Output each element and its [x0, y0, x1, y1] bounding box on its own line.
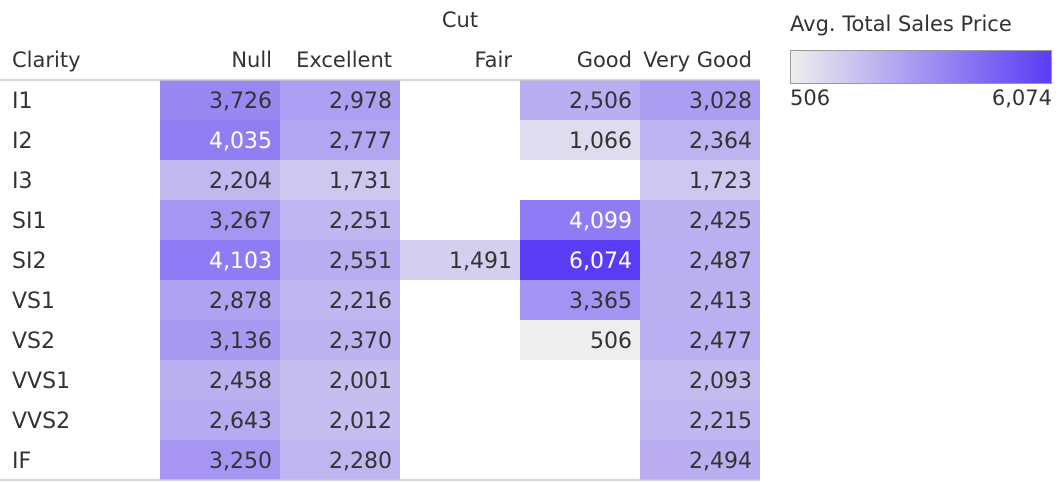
cell-value-label: 2,477 [689, 329, 752, 354]
cell-value-label: 2,978 [329, 89, 392, 114]
cell-value-label: 3,365 [569, 289, 632, 314]
heatmap-cell[interactable] [640, 280, 760, 320]
heatmap-cell[interactable] [640, 80, 760, 120]
cell-value-label: 2,370 [329, 329, 392, 354]
heatmap-cell[interactable] [160, 360, 280, 400]
cell-value-label: 3,267 [209, 209, 272, 234]
row-label: I2 [12, 129, 33, 154]
row-label: I1 [12, 89, 33, 114]
heatmap-cell[interactable] [520, 240, 640, 280]
cell-value-label: 2,777 [329, 129, 392, 154]
row-label: SI2 [12, 249, 46, 274]
heatmap-cell[interactable] [280, 80, 400, 120]
heatmap-cell[interactable] [160, 200, 280, 240]
cell-value-label: 4,099 [569, 209, 632, 234]
cell-value-label: 3,136 [209, 329, 272, 354]
cell-value-label: 2,215 [689, 409, 752, 434]
heatmap-cell[interactable] [280, 160, 400, 200]
cell-value-label: 2,204 [209, 169, 272, 194]
cell-value-label: 2,012 [329, 409, 392, 434]
cell-value-label: 1,731 [329, 169, 392, 194]
heatmap-cell[interactable] [280, 120, 400, 160]
heatmap-cell[interactable] [280, 200, 400, 240]
column-header-very-good: Very Good [643, 48, 752, 72]
heatmap-cell[interactable] [280, 400, 400, 440]
cell-value-label: 4,103 [209, 249, 272, 274]
cell-value-label: 506 [590, 329, 632, 354]
heatmap-cell[interactable] [640, 240, 760, 280]
legend-max-label: 6,074 [991, 86, 1052, 110]
row-header-label: Clarity [12, 48, 81, 72]
cell-value-label: 2,425 [689, 209, 752, 234]
heatmap-cell[interactable] [640, 160, 760, 200]
row-label: I3 [12, 169, 33, 194]
heatmap-cell[interactable] [160, 320, 280, 360]
cell-value-label: 2,458 [209, 369, 272, 394]
row-label: SI1 [12, 209, 46, 234]
cell-value-label: 2,506 [569, 89, 632, 114]
column-header-null: Null [231, 48, 272, 72]
heatmap-cell[interactable] [640, 200, 760, 240]
heatmap-cell[interactable] [160, 440, 280, 480]
cell-value-label: 1,723 [689, 169, 752, 194]
heatmap-cell[interactable] [280, 440, 400, 480]
cell-value-label: 2,487 [689, 249, 752, 274]
row-label: VS1 [12, 289, 55, 314]
heatmap-cell[interactable] [520, 200, 640, 240]
cell-value-label: 3,726 [209, 89, 272, 114]
heatmap-cell[interactable] [160, 400, 280, 440]
cell-value-label: 2,364 [689, 129, 752, 154]
cell-value-label: 2,280 [329, 449, 392, 474]
heatmap-cell[interactable] [520, 320, 640, 360]
cell-value-label: 3,028 [689, 89, 752, 114]
heatmap-cell[interactable] [640, 400, 760, 440]
heatmap-cell[interactable] [160, 240, 280, 280]
cell-value-label: 2,093 [689, 369, 752, 394]
cell-value-label: 4,035 [209, 129, 272, 154]
heatmap-cell[interactable] [640, 360, 760, 400]
heatmap-cell[interactable] [280, 320, 400, 360]
heatmap-cell[interactable] [160, 120, 280, 160]
heatmap-cell[interactable] [280, 280, 400, 320]
color-legend: Avg. Total Sales Price 506 6,074 [790, 10, 1062, 120]
cell-value-label: 6,074 [569, 249, 632, 274]
heatmap-cell[interactable] [280, 360, 400, 400]
heatmap-cell[interactable] [280, 240, 400, 280]
heatmap-chart: 3,726 2,978 2,506 3,028 4,035 2,777 1,066 2,364… [0, 79, 760, 481]
column-header-excellent: Excellent [296, 48, 392, 72]
cell-value-label: 2,216 [329, 289, 392, 314]
cell-value-label: 2,413 [689, 289, 752, 314]
cell-value-label: 2,643 [209, 409, 272, 434]
row-label: VVS1 [12, 369, 70, 394]
heatmap-cell[interactable] [640, 120, 760, 160]
heatmap-cell[interactable] [520, 80, 640, 120]
column-group-label: Cut [441, 8, 479, 32]
heatmap-cell[interactable] [520, 120, 640, 160]
row-label: VVS2 [12, 409, 70, 434]
heatmap-cell[interactable] [400, 240, 520, 280]
heatmap-cell[interactable] [160, 160, 280, 200]
legend-gradient-bar [790, 50, 1052, 84]
column-header-good: Good [576, 48, 632, 72]
cell-value-label: 2,251 [329, 209, 392, 234]
heatmap-cell[interactable] [640, 440, 760, 480]
cell-value-label: 3,250 [209, 449, 272, 474]
row-label: IF [12, 449, 31, 474]
heatmap-cell[interactable] [520, 280, 640, 320]
cell-value-label: 2,494 [689, 449, 752, 474]
cell-value-label: 2,878 [209, 289, 272, 314]
legend-title: Avg. Total Sales Price [790, 12, 1012, 36]
heatmap-cell[interactable] [640, 320, 760, 360]
legend-min-label: 506 [790, 86, 831, 110]
cell-value-label: 1,066 [569, 129, 632, 154]
cell-value-label: 2,001 [329, 369, 392, 394]
heatmap-cell[interactable] [160, 80, 280, 120]
heatmap-cell[interactable] [160, 280, 280, 320]
row-label: VS2 [12, 329, 55, 354]
cell-value-label: 1,491 [449, 249, 512, 274]
column-header-fair: Fair [474, 48, 513, 72]
cell-value-label: 2,551 [329, 249, 392, 274]
